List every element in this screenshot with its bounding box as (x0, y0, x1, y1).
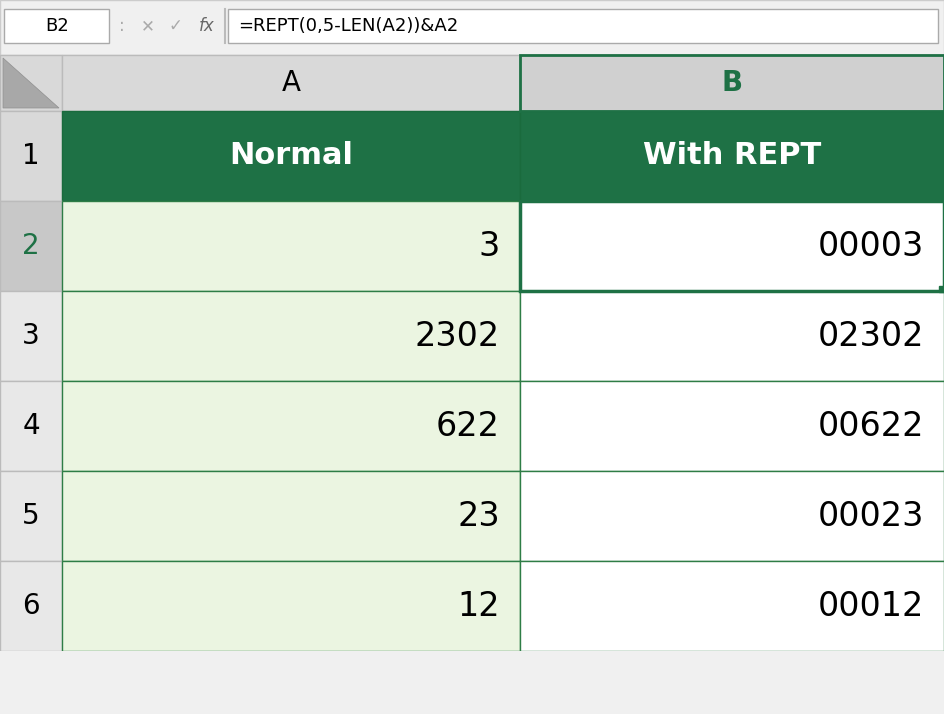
Bar (520, 111, 944, 201)
Text: 4: 4 (23, 412, 40, 440)
Text: 00012: 00012 (818, 590, 924, 623)
Text: 2302: 2302 (414, 319, 500, 353)
Text: ✓: ✓ (168, 17, 182, 35)
Text: A: A (281, 69, 300, 97)
Bar (62, 291, 520, 381)
Bar (0, 111, 62, 201)
Bar (62, 201, 520, 291)
Bar (520, 291, 944, 381)
Bar (228, 9, 938, 43)
Text: B2: B2 (45, 17, 69, 35)
Text: 622: 622 (436, 410, 500, 443)
Text: 6: 6 (23, 592, 40, 620)
Bar (4, 9, 109, 43)
Bar (520, 471, 944, 561)
Text: :: : (119, 17, 125, 35)
Bar (0, 381, 62, 471)
Bar (0, 291, 62, 381)
Text: 12: 12 (458, 590, 500, 623)
Text: 5: 5 (23, 502, 40, 530)
Bar (520, 201, 944, 291)
Text: 02302: 02302 (818, 319, 924, 353)
Bar (520, 55, 944, 111)
Text: 00003: 00003 (818, 229, 924, 263)
Bar (520, 381, 944, 471)
Text: Normal: Normal (229, 141, 353, 171)
Bar (0, 201, 62, 291)
Text: B: B (721, 69, 743, 97)
Text: 3: 3 (479, 229, 500, 263)
Text: ✕: ✕ (141, 17, 155, 35)
Bar (62, 471, 520, 561)
Bar (0, 561, 62, 651)
Bar (62, 111, 520, 201)
Text: 00622: 00622 (818, 410, 924, 443)
Bar (62, 55, 520, 111)
Text: 3: 3 (22, 322, 40, 350)
Polygon shape (3, 58, 59, 108)
Bar (520, 561, 944, 651)
Text: 1: 1 (23, 142, 40, 170)
Bar (520, 55, 944, 111)
Text: 2: 2 (23, 232, 40, 260)
Text: =REPT(0,5-LEN(A2))&A2: =REPT(0,5-LEN(A2))&A2 (238, 17, 458, 35)
Text: With REPT: With REPT (643, 141, 821, 171)
Bar (520, 201, 944, 291)
Text: 23: 23 (458, 500, 500, 533)
Text: fx: fx (199, 17, 215, 35)
Bar (62, 561, 520, 651)
Bar (0, 0, 944, 55)
Bar (0, 471, 62, 561)
Bar (0, 651, 944, 714)
Text: 00023: 00023 (818, 500, 924, 533)
Bar (62, 381, 520, 471)
Bar (0, 55, 62, 111)
